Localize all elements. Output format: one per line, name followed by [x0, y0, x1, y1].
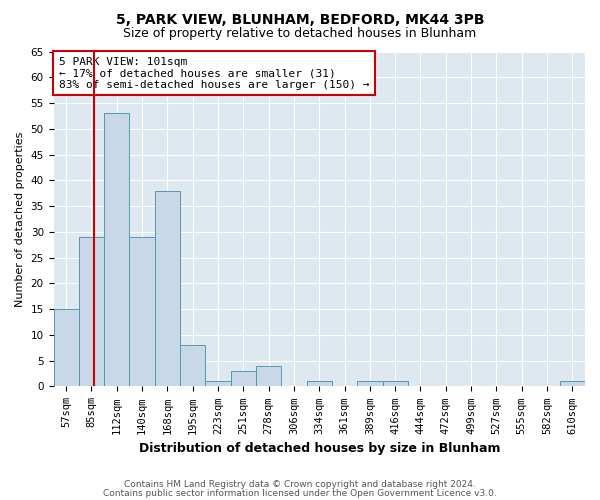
Text: Contains HM Land Registry data © Crown copyright and database right 2024.: Contains HM Land Registry data © Crown c…: [124, 480, 476, 489]
Text: Size of property relative to detached houses in Blunham: Size of property relative to detached ho…: [124, 28, 476, 40]
Bar: [230, 371, 256, 386]
Bar: [104, 114, 130, 386]
X-axis label: Distribution of detached houses by size in Blunham: Distribution of detached houses by size …: [139, 442, 500, 455]
Bar: [357, 382, 383, 386]
Bar: [79, 237, 104, 386]
Bar: [155, 190, 180, 386]
Bar: [180, 345, 205, 387]
Text: 5, PARK VIEW, BLUNHAM, BEDFORD, MK44 3PB: 5, PARK VIEW, BLUNHAM, BEDFORD, MK44 3PB: [116, 12, 484, 26]
Y-axis label: Number of detached properties: Number of detached properties: [15, 132, 25, 306]
Bar: [560, 382, 585, 386]
Text: 5 PARK VIEW: 101sqm
← 17% of detached houses are smaller (31)
83% of semi-detach: 5 PARK VIEW: 101sqm ← 17% of detached ho…: [59, 56, 370, 90]
Bar: [205, 382, 230, 386]
Bar: [307, 382, 332, 386]
Text: Contains public sector information licensed under the Open Government Licence v3: Contains public sector information licen…: [103, 489, 497, 498]
Bar: [53, 309, 79, 386]
Bar: [256, 366, 281, 386]
Bar: [130, 237, 155, 386]
Bar: [383, 382, 408, 386]
